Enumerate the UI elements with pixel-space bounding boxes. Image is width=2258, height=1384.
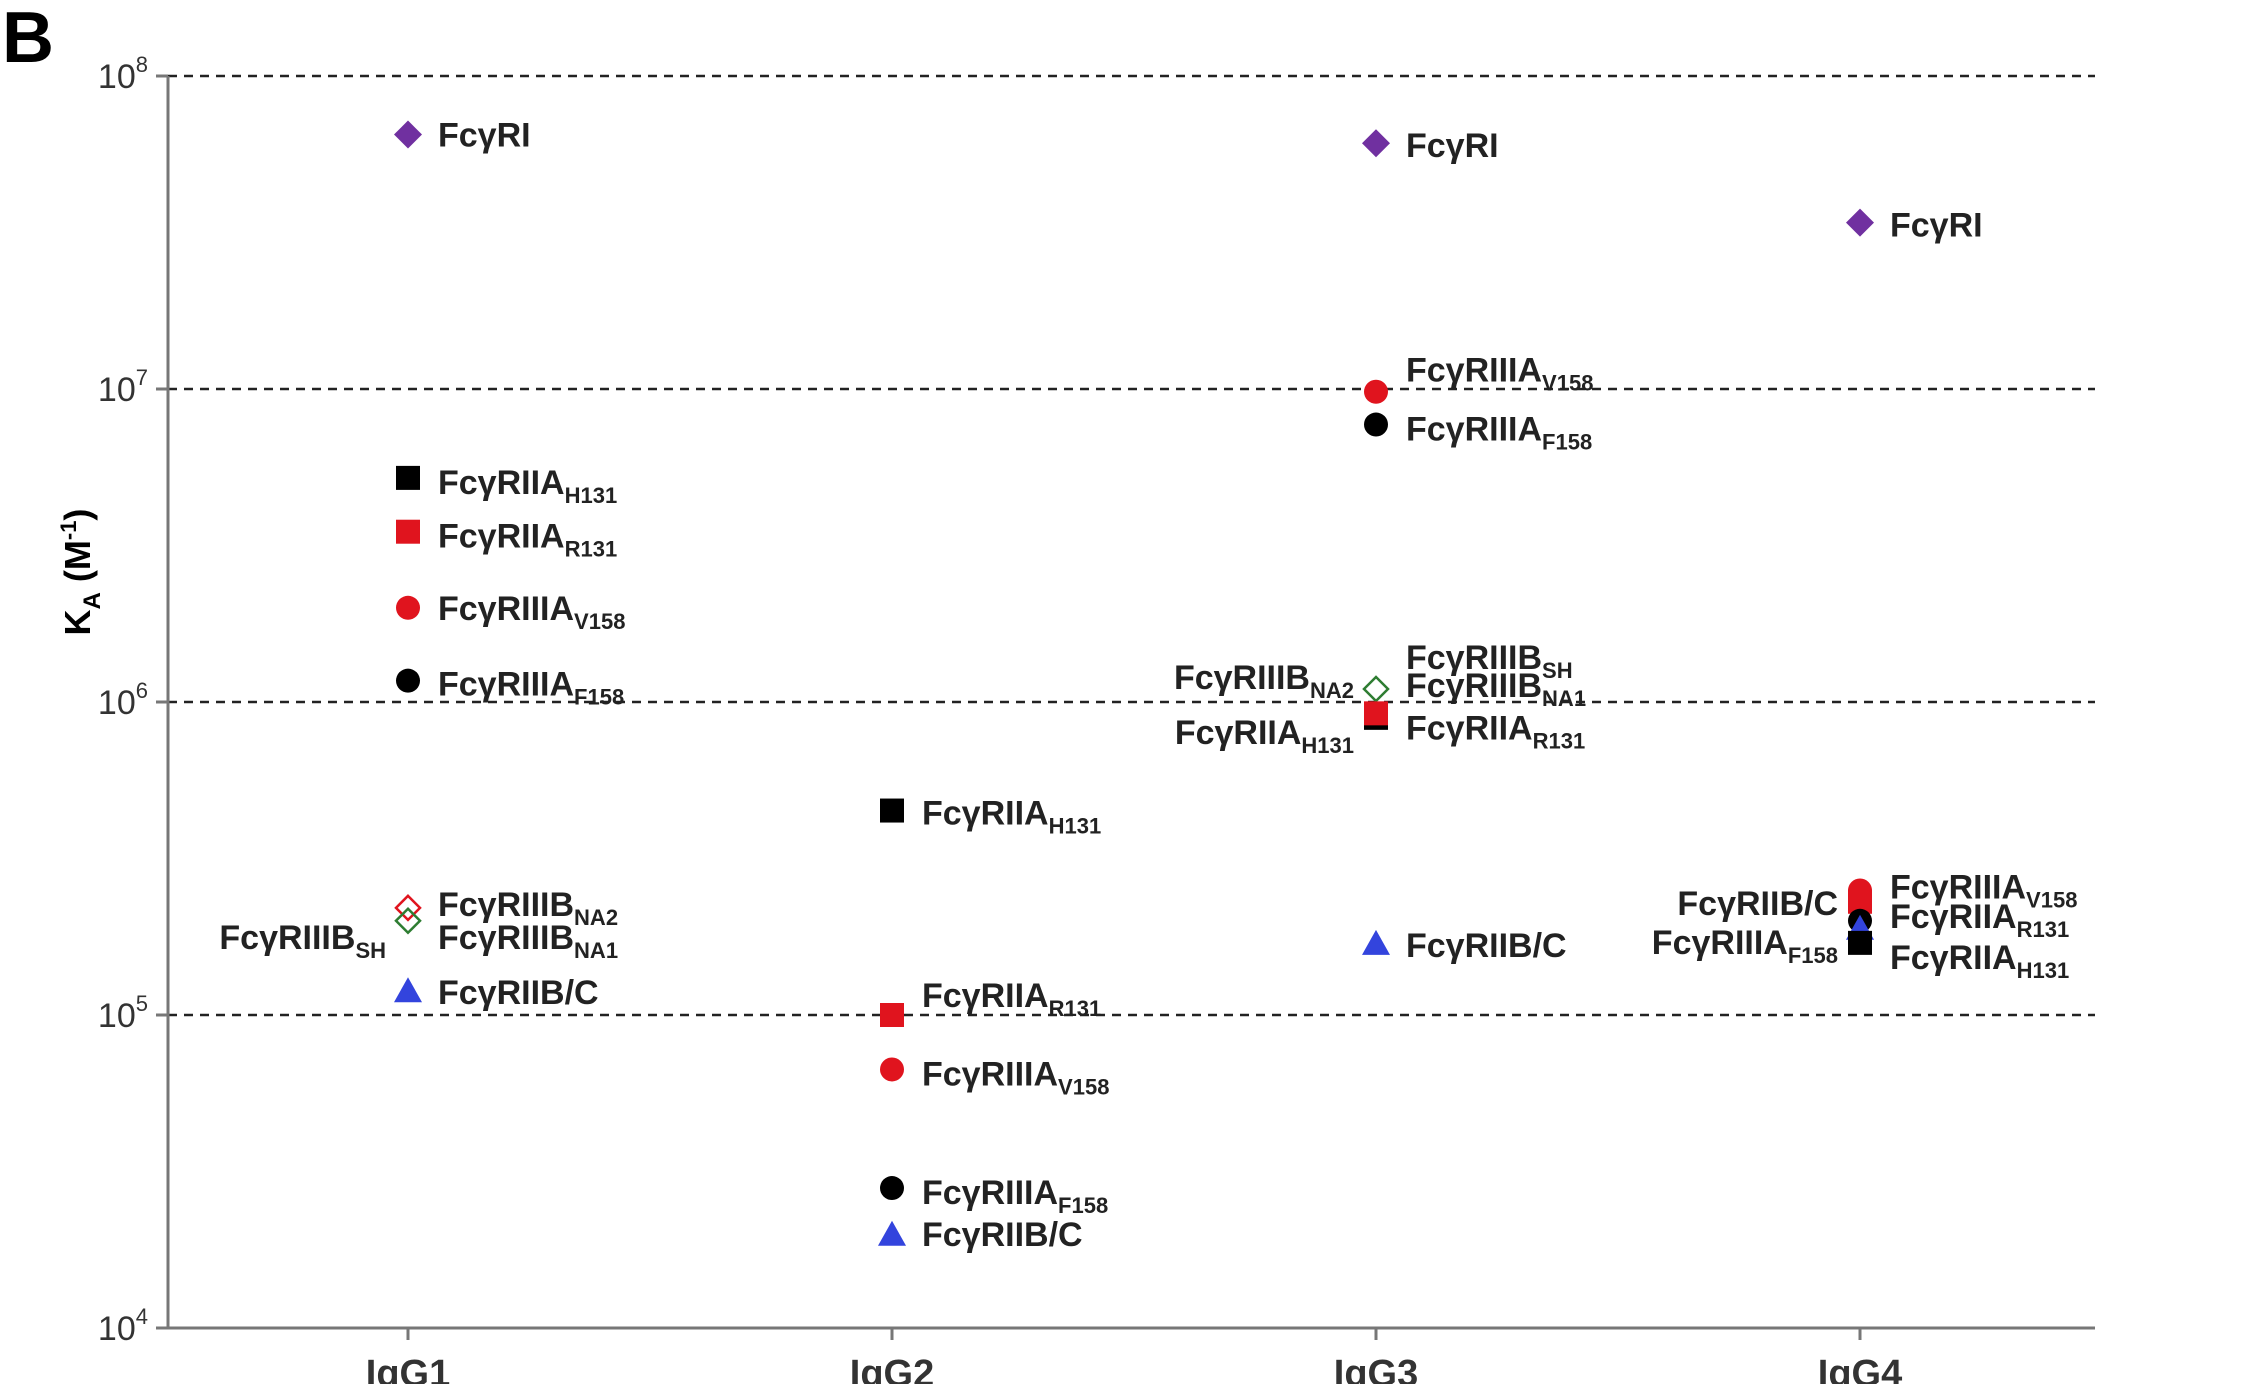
point-label: FcγRIIAR131 — [1890, 898, 2069, 942]
data-point: FcγRIIIAV158 — [1848, 868, 2077, 912]
point-label: FcγRIIAR131 — [438, 518, 617, 562]
point-label: FcγRIIIBNA2 — [1174, 659, 1354, 703]
data-point: FcγRIIAR131 — [880, 977, 1101, 1027]
data-point: FcγRIIAR131 — [1364, 701, 1585, 753]
point-label: FcγRIIB/C — [1677, 885, 1838, 923]
square-marker — [1848, 930, 1872, 955]
point-label: FcγRIIB/C — [922, 1216, 1083, 1254]
diamond-marker — [1362, 129, 1390, 158]
data-point: FcγRIIIBSH — [219, 919, 386, 963]
data-point: FcγRIIAH131 — [396, 464, 617, 508]
triangle-marker — [394, 977, 422, 1003]
point-label: FcγRIIB/C — [1406, 927, 1567, 965]
circle-marker — [880, 1057, 904, 1082]
data-point: FcγRIIB/C — [394, 974, 599, 1012]
point-label: FcγRIIAH131 — [922, 795, 1101, 839]
open-diamond-marker — [1362, 675, 1390, 703]
gridlines — [168, 74, 2095, 1017]
point-label: FcγRI — [1406, 127, 1499, 165]
circle-marker — [880, 1176, 904, 1201]
x-category-label: IgG2 — [850, 1353, 934, 1384]
y-tick-labels: 104 105 106 107 108 — [98, 52, 148, 1348]
point-label: FcγRIIIAV158 — [1890, 868, 2077, 912]
point-label: FcγRIIAR131 — [1406, 709, 1585, 753]
circle-marker — [396, 668, 420, 693]
square-marker — [1364, 701, 1388, 726]
square-marker — [396, 519, 420, 544]
point-label: FcγRIIB/C — [438, 974, 599, 1012]
square-marker — [880, 798, 904, 823]
data-point: FcγRIIIAV158 — [1364, 352, 1593, 404]
data-point: FcγRIIB/C — [1362, 927, 1567, 965]
data-point: FcγRIIIBNA2 — [1174, 659, 1354, 703]
data-point: FcγRIIIAV158 — [396, 590, 625, 634]
square-marker — [880, 1003, 904, 1027]
point-label: FcγRIIIBSH — [219, 919, 386, 963]
x-category-labels: IgG1 IgG2 IgG3 IgG4 — [366, 1353, 1902, 1384]
point-label: FcγRIIIAV158 — [922, 1055, 1109, 1099]
y-tick-label: 105 — [98, 991, 148, 1035]
axes — [156, 74, 2095, 1340]
point-label: FcγRIIIAF158 — [438, 666, 624, 710]
data-point: FcγRIIAH131 — [1848, 930, 2069, 983]
circle-marker — [1364, 412, 1388, 437]
triangle-marker — [1362, 929, 1390, 955]
data-point: FcγRIIB/C — [878, 1216, 1083, 1254]
data-point: FcγRIIAR131 — [1848, 889, 2069, 942]
data-point: FcγRIIIBNA1 — [394, 907, 618, 963]
data-point: FcγRIIIBSH — [1362, 639, 1573, 703]
data-points: FcγRIFcγRIIAH131FcγRIIAR131FcγRIIIAV158F… — [219, 117, 2077, 1254]
circle-marker — [1364, 379, 1388, 404]
point-label: FcγRIIIAF158 — [922, 1174, 1108, 1218]
y-tick-label: 106 — [98, 678, 148, 722]
point-label: FcγRIIAH131 — [1175, 714, 1354, 758]
data-point: FcγRIIAR131 — [396, 518, 617, 562]
point-label: FcγRIIIAV158 — [438, 590, 625, 634]
data-point: FcγRIIIAF158 — [880, 1174, 1108, 1218]
x-category-label: IgG4 — [1818, 1353, 1902, 1384]
point-label: FcγRIIIBNA1 — [438, 919, 618, 963]
point-label: FcγRIIAR131 — [922, 977, 1101, 1021]
point-label: FcγRIIIBNA1 — [1406, 667, 1586, 711]
y-tick-label: 104 — [98, 1304, 148, 1348]
diamond-marker — [394, 120, 422, 149]
data-point: FcγRI — [1362, 127, 1499, 165]
triangle-marker — [878, 1220, 906, 1246]
x-category-label: IgG1 — [366, 1353, 450, 1384]
y-tick-label: 108 — [98, 52, 148, 96]
data-point: FcγRIIAH131 — [880, 795, 1101, 839]
point-label: FcγRI — [438, 117, 531, 155]
data-point: FcγRI — [394, 117, 531, 155]
diamond-marker — [1846, 208, 1874, 237]
point-label: FcγRIIAH131 — [1890, 939, 2069, 983]
point-label: FcγRI — [1890, 207, 1983, 245]
data-point: FcγRIIIBNA1 — [1406, 667, 1586, 711]
point-label: FcγRIIAH131 — [438, 464, 617, 508]
point-label: FcγRIIIBSH — [1406, 639, 1573, 683]
panel-letter: B — [2, 0, 54, 78]
y-tick-label: 107 — [98, 365, 148, 409]
data-point: FcγRIIAH131 — [1175, 705, 1388, 758]
point-label: FcγRIIIAF158 — [1406, 411, 1592, 455]
point-label: FcγRIIIBNA2 — [438, 886, 618, 930]
point-label: FcγRIIIAV158 — [1406, 352, 1593, 396]
open-diamond-marker — [394, 894, 422, 922]
data-point: FcγRIIIAF158 — [396, 666, 624, 710]
data-point: FcγRIIIAV158 — [880, 1055, 1109, 1099]
data-point: FcγRI — [1846, 207, 1983, 245]
open-diamond-marker — [394, 907, 422, 935]
y-axis-label: KA (M-1) — [56, 509, 106, 636]
data-point: FcγRIIIBNA2 — [394, 886, 618, 930]
circle-marker — [396, 595, 420, 620]
data-point: FcγRIIB/C — [1677, 885, 1872, 933]
point-label: FcγRIIIAF158 — [1652, 924, 1838, 968]
square-marker — [396, 465, 420, 490]
x-category-label: IgG3 — [1334, 1353, 1418, 1384]
data-point: FcγRIIIAF158 — [1364, 411, 1592, 455]
